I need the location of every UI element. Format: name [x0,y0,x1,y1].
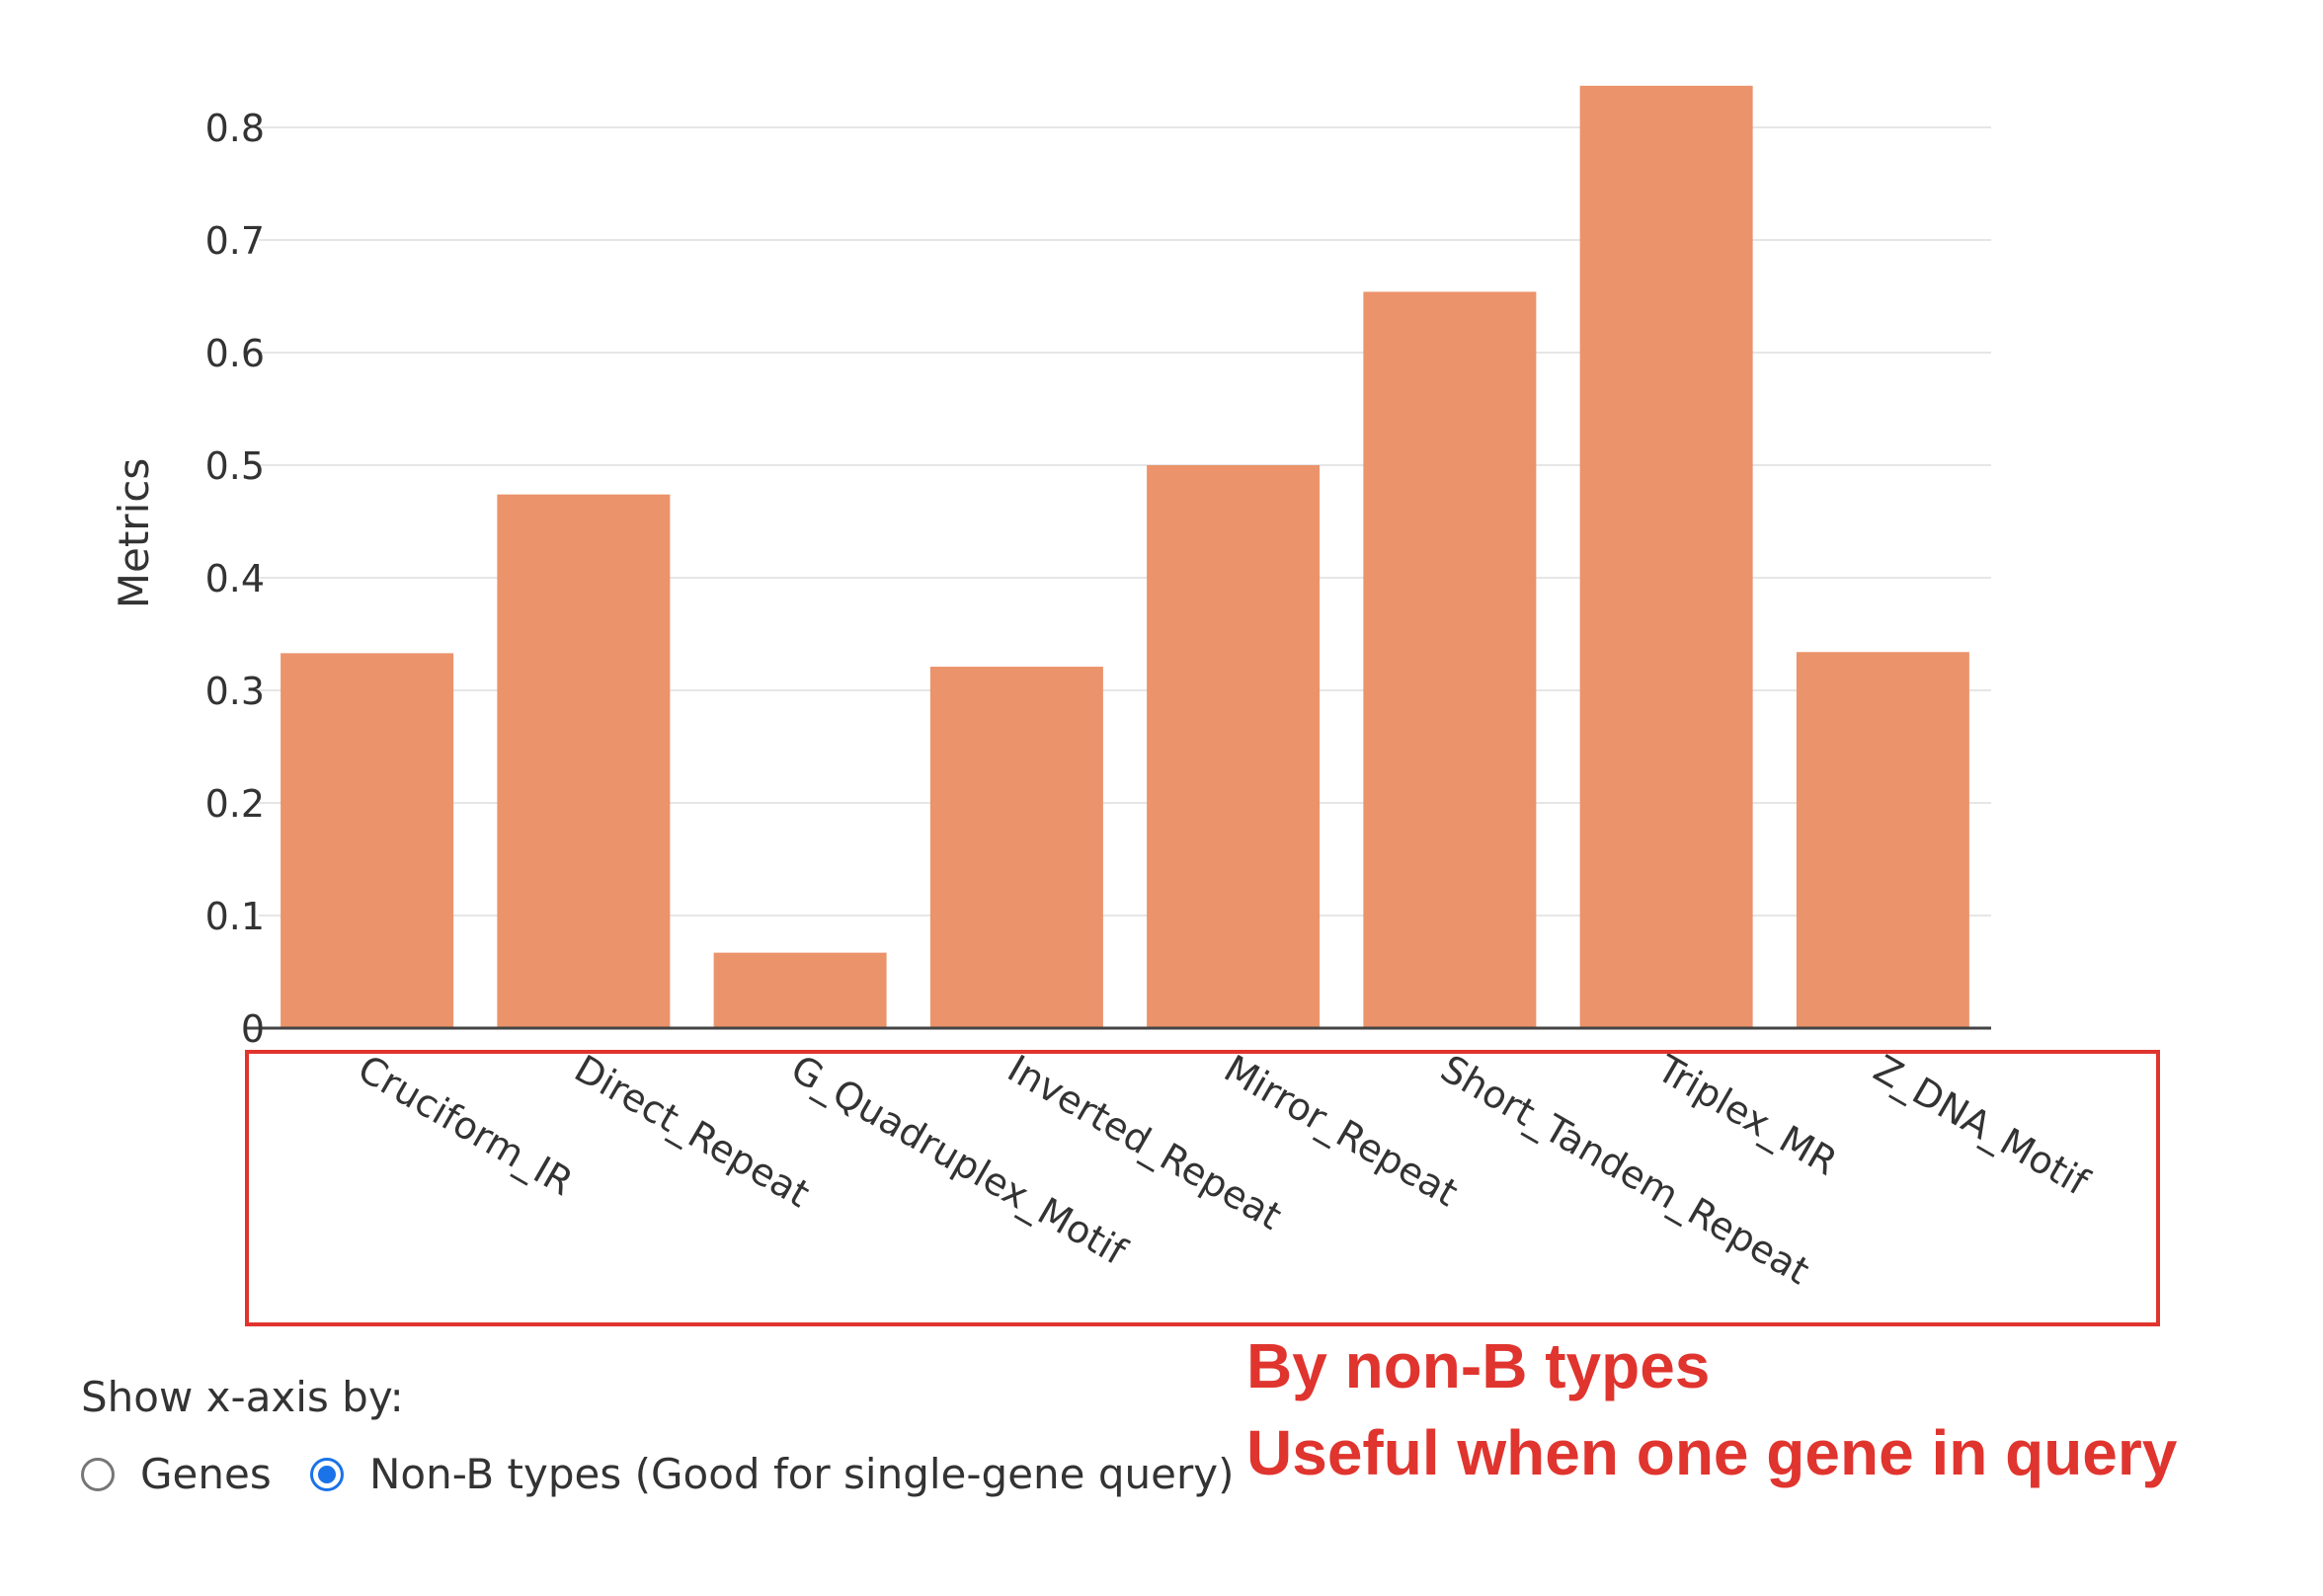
bars [280,85,1969,1028]
x-tick-label: Direct_Repeat [567,1047,817,1216]
y-axis-title: Metrics [110,458,158,608]
y-tick-label: 0.7 [205,219,265,263]
annotation-line-2: Useful when one gene in query [1246,1417,2178,1488]
bar-short-tandem-repeat[interactable] [1363,291,1537,1028]
non-b-types-radio[interactable] [310,1457,344,1491]
x-tick-label: Short_Tandem_Repeat [1433,1047,1816,1293]
bar-g-quadruplex-motif[interactable] [713,952,887,1028]
genes-radio-label[interactable]: Genes [140,1450,272,1498]
bar-triplex-mr[interactable] [1579,85,1753,1028]
bar-inverted-repeat[interactable] [929,667,1103,1028]
y-tick-label: 0.1 [205,895,265,938]
x-tick-label: Z_DNA_Motif [1867,1047,2097,1205]
x-tick-label: Cruciform_IR [351,1047,580,1205]
y-tick-labels: 0 0.1 0.2 0.3 0.4 0.5 0.6 0.7 0.8 [205,107,265,1051]
x-tick-labels: Cruciform_IRDirect_RepeatG_Quadruplex_Mo… [351,1046,2097,1293]
genes-radio[interactable] [81,1457,115,1491]
x-tick-label: Triplex_MR [1649,1046,1845,1184]
bar-cruciform-ir[interactable] [280,653,454,1028]
y-tick-label: 0.2 [205,782,265,826]
y-tick-label: 0.5 [205,444,265,488]
bar-direct-repeat[interactable] [497,494,671,1028]
y-tick-label: 0.4 [205,557,265,600]
annotation-line-1: By non-B types [1246,1330,1711,1401]
radio-option-non-b-types[interactable]: Non-B types (Good for single-gene query) [310,1450,1234,1498]
radio-option-genes[interactable]: Genes [81,1450,272,1498]
y-tick-label: 0.3 [205,670,265,713]
x-axis-highlight-box [245,1050,2160,1326]
y-tick-label: 0.6 [205,332,265,375]
bar-mirror-repeat[interactable] [1147,465,1321,1028]
y-tick-label: 0.8 [205,107,265,150]
y-tick-label: 0 [241,1007,265,1051]
x-axis-toggle-label: Show x-axis by: [81,1373,404,1421]
non-b-types-radio-label[interactable]: Non-B types (Good for single-gene query) [369,1450,1235,1498]
bar-z-dna-motif[interactable] [1796,652,1969,1028]
